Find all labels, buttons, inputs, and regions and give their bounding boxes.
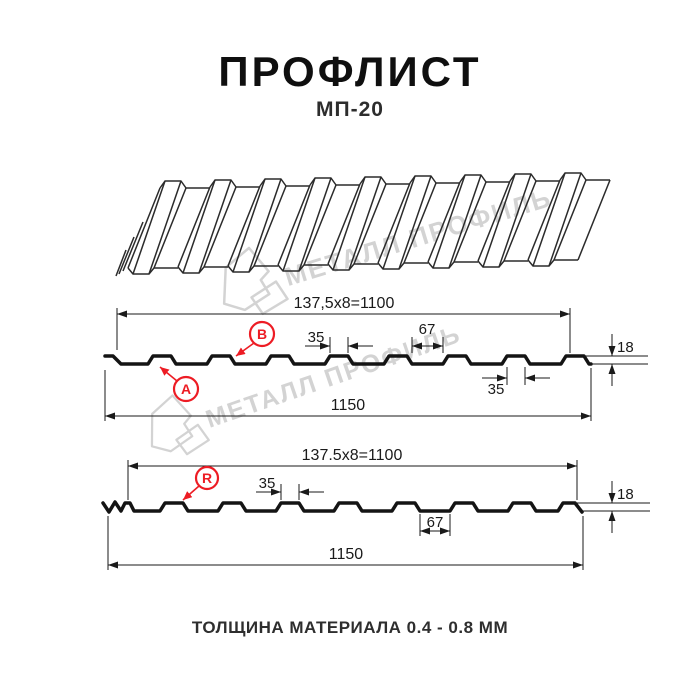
dim-1150-value: 1150 [331,397,366,414]
dim-total-width: 1150 [104,368,592,421]
metall-profil-logo-icon [209,240,291,326]
profile-outline [103,354,593,366]
sheet-cut-edge [115,249,127,277]
thickness-note: ТОЛЩИНА МАТЕРИАЛА 0.4 - 0.8 ММ [191,618,509,637]
sheet-right-edge [577,179,611,261]
dim-rib-top-width: 35 [256,475,324,500]
sheet-cut-edge [122,221,144,272]
dim-1150-value: 1150 [329,546,364,563]
cross-section-top: 137,5x8=1100 35 67 [103,295,648,421]
cross-section-bottom: 137.5x8=1100 35 67 [101,447,650,570]
dim-pitch: 137,5x8=1100 [116,295,571,353]
dim-total-width: 1150 [107,516,584,570]
dim-pitch-value: 137.5x8=1100 [302,447,403,464]
dim-rib-bottom-width: 35 [482,367,550,398]
label-b-badge: B [235,320,276,357]
page-title: ПРОФЛИСТ [218,48,482,95]
dim-35-value: 35 [308,329,325,346]
dim-valley-width: 67 [419,514,451,536]
sheet-cut-edge [118,236,135,275]
profile-outline [101,500,584,514]
dim-valley-width: 67 [411,321,444,353]
dim-18-value: 18 [617,339,634,356]
dim-pitch: 137.5x8=1100 [127,447,578,500]
label-r-text: R [202,470,212,486]
product-code: МП-20 [316,98,384,121]
profile-3d-view [115,172,611,277]
dim-height: 18 [584,334,648,386]
dim-67-value: 67 [419,321,436,338]
label-b-text: B [257,326,267,342]
dim-18-value: 18 [617,486,634,503]
label-r-badge: R [182,465,220,501]
dim-pitch-value: 137,5x8=1100 [294,295,395,312]
dim-35-value: 35 [259,475,276,492]
dim-rib-top-width: 35 [305,329,373,353]
dim-67-value: 67 [427,514,444,531]
dim-35b-value: 35 [488,381,505,398]
label-a-badge: A [159,366,200,403]
dim-height: 18 [575,481,650,533]
label-a-text: A [181,381,191,397]
metall-profil-logo-icon [137,387,212,466]
